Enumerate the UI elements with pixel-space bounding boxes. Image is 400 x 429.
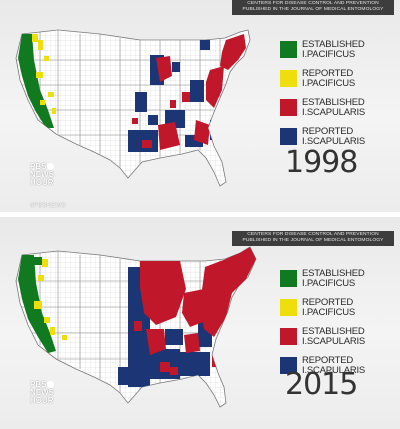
legend-item-established-scapularis: ESTABLISHED I.SCAPULARIS [280,327,398,350]
legend-label: ESTABLISHED I.SCAPULARIS [302,326,366,347]
legend-item-reported-scapularis: REPORTED I.SCAPULARIS [280,127,398,150]
reported-pacificus-area [38,275,44,281]
pacificus-range [18,255,67,353]
panel-divider [0,212,400,217]
us-county-map-1998 [15,29,251,187]
legend-swatch [280,357,297,374]
legend-label: ESTABLISHED I.SCAPULARIS [302,97,366,118]
reported-pacificus-area [40,100,45,105]
source-line: PUBLISHED IN THE JOURNAL OF MEDICAL ENTO… [242,7,384,13]
legend-item-established-pacificus: ESTABLISHED I.PACIFICUS [280,269,398,292]
reported-pacificus-area [48,92,54,97]
source-banner: CENTERS FOR DISEASE CONTROL AND PREVENTI… [232,0,394,16]
pacificus-range [18,34,56,128]
scapularis-range [118,247,256,387]
legend-label: REPORTED I.PACIFICUS [302,297,356,318]
map-legend: ESTABLISHED I.PACIFICUS REPORTED I.PACIFIC… [280,40,398,156]
pbs-logo-dot [47,381,55,389]
source-line: CENTERS FOR DISEASE CONTROL AND PREVENTI… [247,1,379,6]
legend-item-established-scapularis: ESTABLISHED I.SCAPULARIS [280,98,398,121]
legend-swatch [280,328,297,345]
map-panel-1998: CENTERS FOR DISEASE CONTROL AND PREVENTI… [0,0,400,212]
year-label: 1998 [285,145,358,180]
pbs-newshour-logo: PBS NEWS HOUR [30,162,55,187]
legend-label: REPORTED I.PACIFICUS [302,68,356,89]
reported-pacificus-area [32,34,38,42]
legend-swatch [280,41,297,58]
legend-label: REPORTED I.SCAPULARIS [302,126,366,147]
source-banner: CENTERS FOR DISEASE CONTROL AND PREVENTI… [232,231,394,247]
legend-swatch [280,270,297,287]
source-line: PUBLISHED IN THE JOURNAL OF MEDICAL ENTO… [242,238,384,244]
legend-swatch [280,299,297,316]
legend-swatch [280,99,297,116]
legend-item-established-pacificus: ESTABLISHED I.PACIFICUS [280,40,398,63]
map-legend: ESTABLISHED I.PACIFICUS REPORTED I.PACIFIC… [280,269,398,385]
reported-pacificus-area [44,317,50,323]
source-line: CENTERS FOR DISEASE CONTROL AND PREVENTI… [247,232,379,237]
reported-pacificus-area [36,72,43,78]
map-panel-2015: CENTERS FOR DISEASE CONTROL AND PREVENTI… [0,217,400,429]
pbs-logo-dot [47,163,55,171]
reported-pacificus-area [38,40,43,50]
scapularis-range [128,34,246,152]
pbs-newshour-logo: PBS NEWS HOUR [30,380,55,405]
hashtag: #PBSNEWS [30,203,66,209]
established-scapularis-areas [134,247,256,375]
established-pacificus-area [34,257,42,265]
reported-pacificus-area [34,301,42,309]
legend-item-reported-scapularis: REPORTED I.SCAPULARIS [280,356,398,379]
legend-label: ESTABLISHED I.PACIFICUS [302,39,365,60]
legend-item-reported-pacificus: REPORTED I.PACIFICUS [280,69,398,92]
reported-pacificus-area [44,56,49,61]
us-county-map-2015 [15,246,257,408]
reported-pacificus-area [50,327,55,335]
legend-swatch [280,128,297,145]
reported-pacificus-area [52,108,56,114]
reported-pacificus-area [62,335,67,340]
legend-item-reported-pacificus: REPORTED I.PACIFICUS [280,298,398,321]
legend-swatch [280,70,297,87]
year-label: 2015 [285,367,358,402]
reported-pacificus-area [42,259,48,267]
legend-label: REPORTED I.SCAPULARIS [302,355,366,376]
legend-label: ESTABLISHED I.PACIFICUS [302,268,365,289]
established-scapularis-areas [132,34,246,150]
